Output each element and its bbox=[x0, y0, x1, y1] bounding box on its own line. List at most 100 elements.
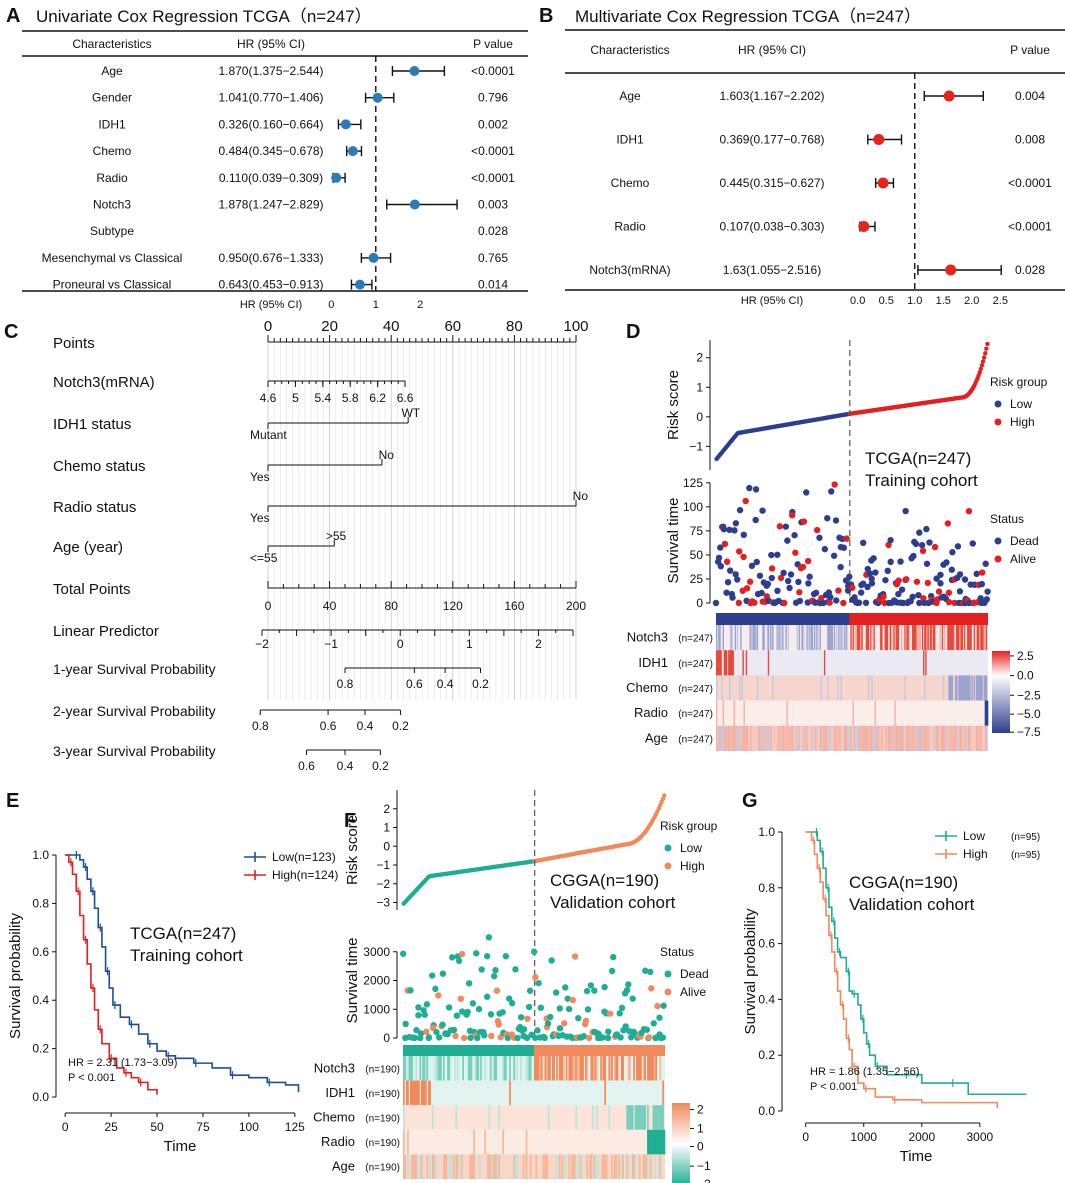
heatmap-cell bbox=[860, 625, 862, 651]
heatmap-cell bbox=[586, 1056, 589, 1081]
survival-point-dead bbox=[887, 537, 894, 544]
heatmap-cell bbox=[647, 1154, 649, 1179]
heatmap-row-bg bbox=[403, 1154, 665, 1179]
heatmap-cell bbox=[743, 700, 745, 726]
heatmap-cell bbox=[940, 725, 943, 751]
survival-point-dead bbox=[483, 953, 491, 960]
heatmap-cell bbox=[437, 1056, 440, 1081]
heatmap-cell bbox=[470, 1056, 473, 1081]
survival-point-alive bbox=[931, 543, 939, 551]
heatmap-cell bbox=[403, 1129, 405, 1155]
survival-point-dead bbox=[517, 1014, 525, 1021]
heatmap-cell bbox=[750, 625, 752, 651]
risk-y-tick-label: −2 bbox=[376, 877, 390, 891]
heatmap-cell bbox=[602, 1056, 605, 1081]
survival-point-dead bbox=[415, 1012, 422, 1019]
survival-point-dead bbox=[791, 532, 798, 539]
x-tick-label: 1.0 bbox=[907, 295, 922, 307]
heatmap-cell bbox=[540, 1056, 543, 1081]
heatmap-cell bbox=[858, 625, 860, 651]
survival-point-dead bbox=[756, 572, 764, 579]
survival-point-dead bbox=[411, 1034, 419, 1042]
heatmap-row-n: (n=190) bbox=[365, 1089, 400, 1100]
survival-point-dead bbox=[478, 966, 485, 973]
heatmap-cell bbox=[718, 625, 720, 651]
heatmap-cell bbox=[901, 625, 903, 651]
heatmap-cell bbox=[924, 625, 926, 651]
heatmap-cell bbox=[660, 1105, 663, 1130]
survival-point-dead bbox=[591, 987, 598, 994]
heatmap-cell bbox=[734, 725, 737, 751]
heatmap-cell bbox=[442, 1154, 445, 1179]
heatmap-row-label: Notch3 bbox=[314, 1060, 355, 1075]
heatmap-cell bbox=[640, 1056, 642, 1081]
survival-point-dead bbox=[726, 567, 734, 574]
heatmap-cell bbox=[491, 1154, 493, 1179]
heatmap-cell bbox=[642, 1056, 645, 1081]
heatmap-cell bbox=[777, 625, 780, 651]
survival-point-alive bbox=[435, 992, 442, 999]
x-tick-label: 1000 bbox=[850, 1130, 877, 1144]
heatmap-cell bbox=[861, 725, 863, 751]
heatmap-cell bbox=[411, 1056, 413, 1081]
heatmap-row-n: (n=190) bbox=[365, 1064, 400, 1075]
heatmap-cell bbox=[460, 1154, 463, 1179]
heatmap-cell bbox=[838, 625, 840, 651]
heatmap-cell bbox=[967, 625, 969, 651]
heatmap-cell bbox=[805, 725, 807, 751]
survival-point-dead bbox=[530, 948, 538, 955]
row-hr-text: 0.445(0.315−0.627) bbox=[719, 176, 824, 190]
survival-point-alive bbox=[945, 589, 953, 596]
survival-point-alive bbox=[458, 950, 466, 958]
survival-point-dead bbox=[816, 534, 823, 541]
survival-y-tick-label: 0 bbox=[696, 596, 703, 610]
heatmap-cell bbox=[638, 1105, 641, 1130]
survival-point-alive bbox=[457, 995, 465, 1002]
survival-point-dead bbox=[736, 506, 744, 514]
heatmap-cell bbox=[953, 725, 956, 751]
panel-e: E 0 25 50 75 100 125 0.0 0.2 0.4 0.6 0.8 1.0 Time Surv… bbox=[0, 785, 345, 1180]
heatmap-cell bbox=[798, 725, 800, 751]
survival-point-dead bbox=[473, 950, 480, 957]
survival-point-dead bbox=[857, 589, 865, 596]
heatmap-cell bbox=[539, 1056, 542, 1081]
legend-dead-label: Dead bbox=[680, 967, 709, 981]
legend-low-label: Low bbox=[680, 841, 702, 855]
heatmap-cell bbox=[908, 625, 911, 651]
survival-point-dead bbox=[564, 995, 571, 1002]
survival-point-dead bbox=[502, 953, 510, 960]
heatmap-cell bbox=[823, 650, 826, 676]
km-plot-tcga: E 0 25 50 75 100 125 0.0 0.2 0.4 0.6 0.8 1.0 Time Surv… bbox=[6, 790, 338, 1155]
survival-point-alive bbox=[460, 1034, 468, 1042]
km-curve-low bbox=[65, 854, 300, 1093]
heatmap-cell bbox=[907, 725, 910, 751]
heatmap-cell bbox=[409, 1056, 412, 1081]
risk-y-tick-label: 1 bbox=[383, 821, 390, 835]
survival-point-dead bbox=[933, 575, 940, 582]
heatmap-cell bbox=[841, 625, 843, 651]
survival-point-dead bbox=[464, 1008, 471, 1016]
survival-point-dead bbox=[840, 544, 848, 551]
heatmap-cell bbox=[653, 1129, 656, 1155]
hr-point bbox=[873, 134, 885, 145]
heatmap-cell bbox=[867, 675, 870, 701]
survival-point-alive bbox=[818, 594, 825, 602]
nomogram-row-label: Radio status bbox=[53, 499, 136, 516]
heatmap-cell bbox=[662, 1105, 664, 1130]
heatmap-cell bbox=[469, 1056, 471, 1081]
survival-point-alive bbox=[493, 987, 501, 994]
heatmap-cell bbox=[959, 675, 961, 701]
heatmap-cell bbox=[538, 1056, 540, 1081]
total-points-tick-label: 80 bbox=[385, 599, 399, 613]
survival-tick-label: 0.4 bbox=[357, 719, 374, 733]
heatmap-row-bg bbox=[716, 675, 988, 701]
heatmap-cell bbox=[586, 1154, 589, 1179]
heatmap-cell bbox=[779, 625, 782, 651]
lp-tick-label: 2 bbox=[535, 637, 542, 651]
heatmap-cell bbox=[968, 675, 970, 701]
heatmap-cell bbox=[721, 725, 723, 751]
heatmap-cell bbox=[723, 725, 726, 751]
survival-point-dead bbox=[467, 1034, 474, 1041]
chart-title: Multivariate Cox Regression TCGA（n=247） bbox=[575, 7, 921, 26]
heatmap-row-n: (n=247) bbox=[678, 734, 713, 745]
